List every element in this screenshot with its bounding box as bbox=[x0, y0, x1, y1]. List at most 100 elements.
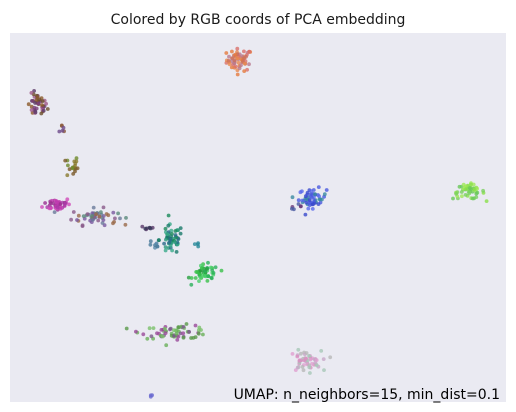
scatter-point-c10 bbox=[147, 225, 152, 230]
scatter-point-c7 bbox=[317, 194, 321, 199]
scatter-point-c5 bbox=[58, 206, 63, 211]
scatter-point-c1 bbox=[235, 56, 240, 60]
scatter-point-c9 bbox=[468, 186, 472, 190]
scatter-point-c1 bbox=[247, 49, 252, 54]
scatter-point-c7 bbox=[316, 202, 321, 207]
scatter-point-c15 bbox=[181, 331, 186, 336]
scatter-point-c2 bbox=[35, 95, 40, 100]
scatter-point-c6 bbox=[71, 210, 76, 214]
scatter-point-c6 bbox=[91, 205, 96, 210]
scatter-point-c4 bbox=[72, 159, 77, 164]
scatter-point-c15 bbox=[163, 327, 167, 331]
scatter-point-c8 bbox=[296, 202, 301, 206]
scatter-point-c7 bbox=[310, 195, 314, 200]
scatter-point-c14 bbox=[209, 265, 213, 270]
scatter-point-c9 bbox=[454, 192, 459, 196]
scatter-point-c6 bbox=[113, 216, 117, 221]
scatter-point-c14 bbox=[193, 276, 198, 280]
scatter-point-c2 bbox=[44, 101, 48, 106]
scatter-point-c2 bbox=[45, 107, 50, 111]
scatter-point-c12 bbox=[148, 239, 153, 244]
scatter-point-c9 bbox=[451, 196, 455, 201]
scatter-point-c6 bbox=[104, 212, 109, 216]
scatter-point-c4 bbox=[74, 156, 79, 161]
scatter-point-c1 bbox=[227, 62, 232, 67]
scatter-point-c9 bbox=[475, 190, 480, 195]
scatter-point-c7 bbox=[304, 200, 309, 205]
scatter-point-c15 bbox=[196, 331, 201, 336]
scatter-point-c15 bbox=[189, 336, 194, 340]
scatter-point-c14 bbox=[209, 276, 214, 281]
scatter-point-c14 bbox=[205, 279, 210, 283]
scatter-point-c11 bbox=[163, 248, 168, 253]
scatter-point-c11 bbox=[170, 248, 175, 253]
scatter-point-c15 bbox=[149, 334, 154, 339]
scatter-point-c1 bbox=[243, 61, 247, 66]
scatter-point-c2 bbox=[33, 110, 38, 115]
scatter-point-c14 bbox=[189, 282, 194, 287]
scatter-point-c2 bbox=[39, 111, 44, 116]
scatter-point-c16 bbox=[314, 358, 319, 362]
scatter-point-c15 bbox=[174, 331, 179, 336]
scatter-point-c3 bbox=[57, 129, 62, 134]
scatter-point-c16 bbox=[308, 357, 313, 362]
scatter-point-c9 bbox=[459, 190, 464, 194]
scatter-point-c11 bbox=[156, 238, 161, 243]
scatter-point-c9 bbox=[471, 182, 476, 187]
scatter-point-c1 bbox=[235, 72, 240, 77]
scatter-point-c1 bbox=[227, 54, 231, 59]
scatter-point-c16 bbox=[295, 365, 300, 370]
scatter-point-c13 bbox=[196, 241, 201, 246]
scatter-point-c9 bbox=[460, 194, 464, 199]
scatter-point-c15 bbox=[141, 332, 146, 337]
scatter-point-c11 bbox=[168, 243, 173, 248]
scatter-point-c11 bbox=[170, 232, 174, 236]
scatter-point-c14 bbox=[219, 268, 224, 273]
scatter-point-c9 bbox=[471, 196, 475, 201]
scatter-point-c11 bbox=[167, 240, 172, 245]
scatter-point-c16 bbox=[299, 351, 303, 356]
scatter-point-c14 bbox=[195, 270, 200, 275]
chart-title: Colored by RGB coords of PCA embedding bbox=[111, 12, 406, 28]
scatter-point-c5 bbox=[55, 205, 60, 210]
scatter-point-c7 bbox=[313, 192, 317, 197]
scatter-point-c14 bbox=[211, 271, 216, 275]
scatter-point-c15 bbox=[199, 328, 203, 332]
scatter-point-c4 bbox=[71, 172, 76, 176]
scatter-point-c11 bbox=[173, 233, 178, 237]
scatter-point-c1 bbox=[229, 65, 234, 70]
scatter-point-c16 bbox=[321, 357, 326, 361]
scatter-point-c9 bbox=[481, 188, 485, 193]
scatter-point-c11 bbox=[166, 223, 171, 228]
scatter-point-c1 bbox=[224, 51, 229, 55]
scatter-point-c14 bbox=[213, 265, 218, 270]
scatter-point-c11 bbox=[178, 231, 183, 236]
scatter-point-c8 bbox=[290, 206, 294, 211]
scatter-point-c17 bbox=[148, 393, 153, 398]
scatter-point-c7 bbox=[311, 202, 315, 207]
scatter-point-c6 bbox=[80, 224, 85, 229]
scatter-point-c14 bbox=[199, 266, 204, 270]
scatter-point-c2 bbox=[40, 99, 45, 103]
scatter-point-c13 bbox=[192, 242, 197, 247]
scatter-point-c7 bbox=[324, 188, 329, 192]
scatter-point-c2 bbox=[32, 105, 37, 110]
scatter-point-c9 bbox=[469, 182, 473, 187]
scatter-point-c7 bbox=[296, 198, 301, 203]
scatter-point-c7 bbox=[307, 198, 312, 202]
scatter-point-c7 bbox=[300, 198, 305, 203]
scatter-point-c16 bbox=[328, 355, 333, 360]
scatter-point-c16 bbox=[301, 368, 306, 373]
scatter-point-c9 bbox=[472, 187, 477, 192]
scatter-point-c1 bbox=[236, 60, 241, 65]
scatter-point-c15 bbox=[201, 332, 205, 337]
scatter-point-c14 bbox=[206, 260, 210, 265]
scatter-point-c3 bbox=[61, 125, 66, 130]
scatter-point-c12 bbox=[148, 242, 153, 247]
scatter-point-c4 bbox=[65, 173, 70, 178]
scatter-point-c6 bbox=[75, 218, 79, 222]
scatter-point-c9 bbox=[464, 187, 469, 192]
scatter-point-c16 bbox=[310, 361, 314, 366]
scatter-point-c1 bbox=[242, 69, 247, 73]
